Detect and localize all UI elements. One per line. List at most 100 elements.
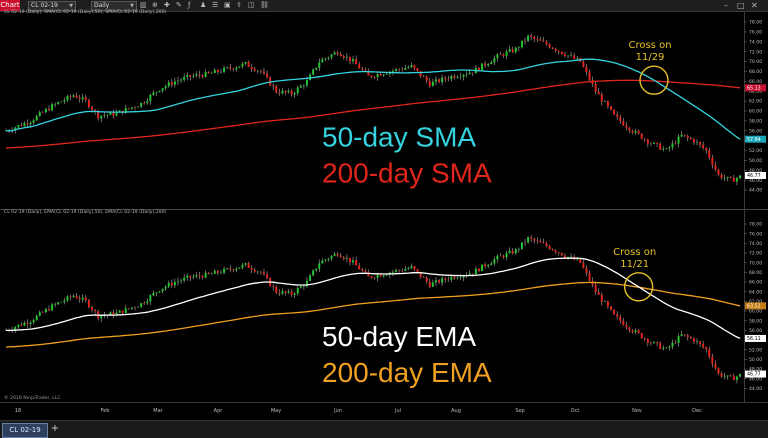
candle-body [699, 341, 702, 344]
candle-body [441, 278, 444, 283]
candle-body [723, 376, 726, 377]
candle-body [514, 249, 517, 254]
candle-body [219, 272, 222, 274]
candle-body [493, 259, 496, 264]
candle-body [551, 47, 554, 49]
candle-body [81, 97, 84, 100]
candle-body [78, 298, 81, 300]
candle-body [84, 297, 87, 301]
drawing-tools-icon[interactable]: ✎ [176, 1, 182, 9]
candle-body [484, 63, 487, 66]
zoom-icon[interactable]: ⊕ [152, 1, 158, 9]
candle-body [20, 324, 23, 326]
candle-body [653, 142, 656, 144]
interval-selector[interactable]: Daily ▼ [91, 1, 137, 11]
candle-body [124, 108, 127, 114]
candle-body [659, 343, 662, 349]
candle-body [419, 271, 422, 278]
close-icon[interactable]: ✕ [751, 1, 758, 10]
instrument-selector[interactable]: CL 02-19 ▼ [28, 1, 76, 11]
candle-body [560, 51, 563, 55]
candle-body [210, 273, 213, 275]
share-icon[interactable]: ⇪ [236, 1, 242, 9]
candle-body [419, 70, 422, 77]
candle-body [619, 116, 622, 122]
chart-trader-icon[interactable]: ◫ [248, 1, 255, 9]
y-tick-label: 48.00 [749, 367, 762, 373]
y-tick-label: 68.00 [749, 69, 762, 75]
candle-body [312, 69, 315, 75]
candle-body [235, 67, 238, 70]
candle-body [155, 91, 158, 93]
sma-200-line [5, 79, 741, 149]
candle-body [183, 76, 186, 80]
indicator-info-line: CL 02-19 (Daily), EMA(CL 02-19 (Daily),5… [4, 209, 166, 215]
candle-body [428, 80, 431, 87]
screenshot-icon[interactable]: ▣ [224, 1, 231, 9]
candle-body [732, 177, 735, 182]
candle-body [674, 342, 677, 344]
candle-body [668, 147, 671, 149]
legend-sma-50: 50-day SMA [322, 122, 476, 153]
crossover-label-line1: Cross on [628, 40, 671, 51]
properties-icon[interactable]: ☰ [212, 1, 219, 9]
candle-body [404, 269, 407, 271]
candle-body [407, 268, 410, 270]
candle-body [413, 65, 416, 69]
candle-body [634, 130, 637, 133]
candle-body [100, 315, 103, 319]
candle-body [557, 50, 560, 52]
candle-body [100, 115, 103, 119]
crossover-label-line1: Cross on [613, 247, 656, 258]
candle-body [539, 39, 542, 41]
candle-body [318, 62, 321, 68]
candle-body [180, 280, 183, 282]
candle-body [616, 314, 619, 317]
candle-body [517, 47, 520, 48]
candle-body [702, 343, 705, 348]
candle-body [87, 99, 90, 108]
candle-body [47, 108, 50, 111]
candle-body [290, 90, 293, 95]
candle-body [207, 272, 210, 274]
candle-body [395, 69, 398, 71]
candle-body [425, 76, 428, 81]
link-icon[interactable]: ⛓ [260, 1, 269, 9]
tab-cl-02-19[interactable]: CL 02-19 [2, 423, 48, 438]
indicators-icon[interactable]: ƒ [188, 1, 191, 9]
maximize-icon[interactable]: □ [737, 1, 745, 10]
minimize-icon[interactable]: – [724, 1, 728, 10]
candle-body [342, 257, 345, 259]
candle-body [511, 49, 514, 53]
candle-body [416, 269, 419, 272]
candle-body [505, 51, 508, 56]
candle-body [542, 40, 545, 42]
add-tab-icon[interactable]: + [50, 423, 60, 434]
candle-body [471, 72, 474, 74]
candle-body [149, 295, 152, 302]
candle-body [462, 74, 465, 77]
candle-body [152, 293, 155, 296]
candle-body [256, 271, 259, 273]
candle-body [453, 276, 456, 279]
candle-body [333, 52, 336, 55]
strategies-icon[interactable]: ♟ [200, 1, 207, 9]
candle-body [324, 58, 327, 60]
candle-body [732, 376, 735, 380]
candle-body [631, 330, 634, 333]
y-tick-label: 44.00 [749, 188, 762, 194]
bar-style-icon[interactable]: ▥ [140, 1, 147, 9]
candle-body [219, 71, 222, 73]
candle-body [367, 272, 370, 277]
chevron-down-icon: ▼ [69, 3, 73, 9]
x-tick-label: Oct [571, 408, 580, 414]
candle-body [321, 260, 324, 264]
candle-body [711, 356, 714, 364]
candle-body [545, 243, 548, 246]
candle-body [434, 79, 437, 82]
candle-body [259, 70, 262, 72]
crosshair-icon[interactable]: ✚ [164, 1, 170, 9]
candle-body [180, 79, 183, 81]
candle-body [305, 80, 308, 86]
